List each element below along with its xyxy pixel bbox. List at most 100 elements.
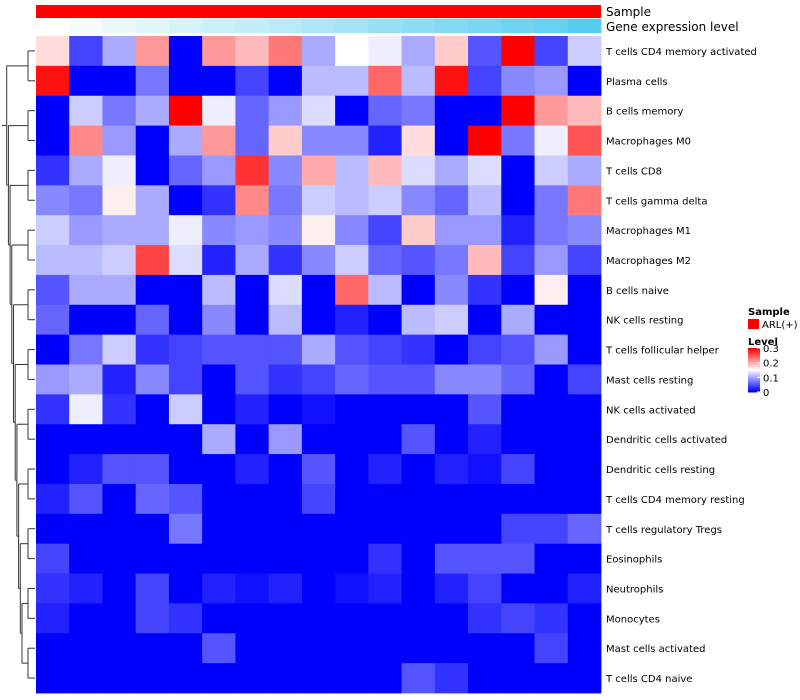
heatmap-cell bbox=[401, 95, 436, 126]
heatmap-cell bbox=[168, 95, 203, 126]
heatmap-cell bbox=[501, 155, 535, 186]
heatmap-cell bbox=[36, 65, 70, 97]
heatmap-cell bbox=[567, 543, 602, 574]
heatmap-cell bbox=[102, 65, 137, 97]
heatmap-cell bbox=[401, 454, 436, 485]
heatmap-cell bbox=[168, 215, 203, 246]
heatmap-cell bbox=[501, 36, 535, 67]
heatmap-cell bbox=[335, 424, 369, 455]
heatmap-cell bbox=[135, 274, 170, 306]
heatmap-cell bbox=[301, 334, 336, 365]
heatmap-cell bbox=[202, 603, 236, 634]
heatmap-cell bbox=[468, 663, 502, 694]
heatmap-cell bbox=[69, 215, 103, 246]
heatmap-cell bbox=[401, 185, 436, 216]
heatmap-cell bbox=[202, 334, 236, 365]
heatmap-cell bbox=[501, 245, 535, 276]
heatmap-cell bbox=[335, 125, 369, 156]
heatmap-cell bbox=[434, 543, 469, 574]
heatmap-cell bbox=[468, 454, 502, 485]
legend-color-step bbox=[748, 391, 760, 393]
heatmap-cell bbox=[434, 185, 469, 216]
heatmap-cell bbox=[501, 185, 535, 216]
heatmap-cell bbox=[567, 215, 602, 246]
heatmap-cell bbox=[102, 245, 137, 276]
heatmap-cell bbox=[468, 245, 502, 276]
heatmap-cell bbox=[301, 245, 336, 276]
heatmap-cell bbox=[468, 513, 502, 545]
legend-color-step bbox=[748, 365, 760, 367]
heatmap-cell bbox=[368, 36, 402, 67]
heatmap-cell bbox=[401, 274, 436, 306]
heatmap-cell bbox=[567, 334, 602, 365]
heatmap-cell bbox=[468, 364, 502, 395]
heatmap-cell bbox=[401, 125, 436, 156]
heatmap-cell bbox=[168, 543, 203, 574]
heatmap-cell bbox=[135, 364, 170, 395]
heatmap-cell bbox=[69, 274, 103, 306]
heatmap-cell bbox=[168, 185, 203, 216]
heatmap-cell bbox=[36, 215, 70, 246]
row-dendrogram bbox=[2, 50, 35, 679]
heatmap-cell bbox=[168, 274, 203, 306]
heatmap-cell bbox=[135, 424, 170, 455]
legend-color-step bbox=[748, 366, 760, 368]
heatmap-cell bbox=[102, 215, 137, 246]
heatmap-cell bbox=[235, 454, 270, 485]
heatmap-cell bbox=[235, 36, 270, 67]
heatmap-cell bbox=[168, 155, 203, 186]
heatmap-cell bbox=[135, 65, 170, 97]
heatmap-cell bbox=[202, 364, 236, 395]
heatmap-cell bbox=[36, 424, 70, 455]
heatmap-cell bbox=[468, 603, 502, 634]
legend-color-step bbox=[748, 349, 760, 351]
heatmap-cell bbox=[401, 424, 436, 455]
heatmap-cell bbox=[36, 663, 70, 694]
heatmap-cell bbox=[301, 394, 336, 425]
heatmap-cell bbox=[102, 483, 137, 515]
heatmap-cell bbox=[202, 483, 236, 515]
gene-expression-annotation-cell bbox=[135, 19, 170, 33]
heatmap-cell bbox=[36, 483, 70, 515]
row-label: NK cells resting bbox=[606, 316, 683, 327]
heatmap-cell bbox=[534, 125, 569, 156]
heatmap-cell bbox=[102, 304, 137, 336]
heatmap-cell bbox=[567, 633, 602, 664]
heatmap-cell bbox=[335, 364, 369, 395]
heatmap-cell bbox=[401, 364, 436, 395]
legend-color-step bbox=[748, 362, 760, 364]
heatmap-cell bbox=[567, 394, 602, 425]
heatmap-cell bbox=[434, 155, 469, 186]
row-label: Dendritic cells activated bbox=[606, 435, 727, 446]
heatmap-cell bbox=[501, 543, 535, 574]
legend-color-step bbox=[748, 386, 760, 388]
heatmap-cell bbox=[501, 95, 535, 126]
heatmap-cell bbox=[168, 424, 203, 455]
heatmap-cell bbox=[135, 95, 170, 126]
heatmap-cell bbox=[69, 483, 103, 515]
heatmap-cell bbox=[301, 155, 336, 186]
legend-sample-swatch bbox=[748, 319, 759, 329]
heatmap-cell bbox=[401, 603, 436, 634]
heatmap-cell bbox=[36, 633, 70, 664]
heatmap-cell bbox=[567, 65, 602, 97]
heatmap-cell bbox=[567, 155, 602, 186]
row-label: Monocytes bbox=[606, 614, 660, 625]
heatmap-cell bbox=[268, 633, 303, 664]
heatmap-cell bbox=[168, 65, 203, 97]
legend-color-step bbox=[748, 369, 760, 371]
heatmap-cell bbox=[335, 36, 369, 67]
heatmap-cell bbox=[534, 573, 569, 604]
gene-expression-annotation-cell bbox=[335, 19, 369, 33]
heatmap-cell bbox=[434, 513, 469, 545]
heatmap-cell bbox=[335, 543, 369, 574]
heatmap-cell bbox=[69, 364, 103, 395]
heatmap-cell bbox=[36, 155, 70, 186]
heatmap-cell bbox=[135, 215, 170, 246]
heatmap-cell bbox=[567, 513, 602, 545]
heatmap-cell bbox=[368, 245, 402, 276]
heatmap-cell bbox=[468, 394, 502, 425]
heatmap-cell bbox=[368, 573, 402, 604]
heatmap-cell bbox=[36, 603, 70, 634]
